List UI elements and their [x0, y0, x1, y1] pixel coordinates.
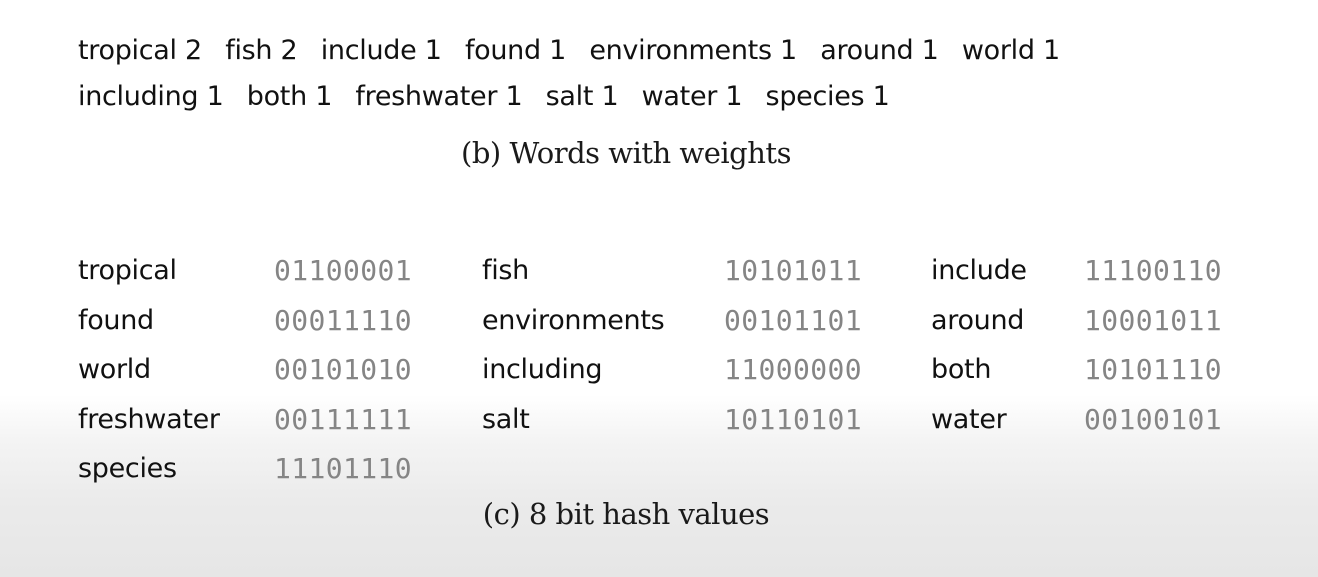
hash-value: 10101011 — [724, 254, 863, 287]
word-weight: 1 — [505, 81, 523, 112]
word-weight: 1 — [780, 35, 797, 66]
hash-value: 10101110 — [1084, 353, 1223, 386]
caption-hash-values: (c) 8 bit hash values — [482, 497, 770, 531]
word-weight: 1 — [315, 81, 333, 112]
weighted-word: species 1 — [766, 81, 890, 112]
word-weight: 1 — [206, 81, 224, 112]
hash-value: 11000000 — [724, 353, 863, 386]
word-text: species — [765, 81, 865, 112]
weighted-word: found 1 — [465, 35, 566, 66]
word-weight: 2 — [280, 35, 298, 66]
word-text: found — [464, 35, 541, 66]
hash-value: 11101110 — [274, 452, 413, 485]
hash-word: tropical — [78, 255, 177, 286]
word-text: include — [320, 35, 417, 66]
word-weight: 1 — [549, 35, 567, 66]
word-weight: 1 — [601, 81, 619, 112]
weighted-word: include 1 — [321, 35, 442, 66]
word-text: fish — [225, 35, 273, 66]
hash-value: 00101010 — [274, 353, 413, 386]
word-weight: 1 — [1042, 35, 1060, 66]
word-text: both — [246, 81, 307, 112]
hash-value: 11100110 — [1084, 254, 1223, 287]
weighted-word: including 1 — [78, 81, 224, 112]
hash-word: species — [78, 453, 177, 484]
word-weight: 1 — [725, 81, 743, 112]
weighted-words-line: tropical 2 fish 2 include 1 found 1 envi… — [78, 28, 1278, 74]
weighted-word: salt 1 — [546, 81, 619, 112]
hash-value: 00111111 — [274, 402, 413, 436]
hash-word: world — [78, 354, 151, 385]
word-text: around — [820, 35, 914, 66]
word-weight: 2 — [185, 35, 202, 66]
weighted-word: tropical 2 — [78, 35, 202, 66]
word-text: freshwater — [355, 81, 498, 112]
weighted-words-line: including 1 both 1 freshwater 1 salt 1 w… — [78, 74, 1278, 120]
hash-word: salt — [482, 403, 530, 435]
weighted-word: fish 2 — [225, 35, 297, 66]
word-text: world — [961, 35, 1035, 66]
word-weight: 1 — [424, 35, 442, 66]
word-weight: 1 — [872, 81, 890, 112]
hash-value: 01100001 — [274, 254, 413, 287]
hash-word: found — [78, 304, 154, 336]
weighted-word: freshwater 1 — [355, 81, 522, 112]
hash-value: 00011110 — [274, 303, 413, 337]
word-text: environments — [589, 35, 772, 66]
hash-word: both — [931, 354, 992, 385]
weighted-word: both 1 — [246, 81, 333, 112]
weighted-word: environments 1 — [589, 35, 797, 66]
hash-word: freshwater — [78, 403, 220, 435]
word-text: salt — [545, 81, 594, 112]
hash-value: 00100101 — [1084, 402, 1223, 436]
word-weight: 1 — [921, 35, 939, 66]
hash-word: water — [931, 403, 1007, 435]
word-text: tropical — [78, 35, 177, 66]
hash-word: around — [931, 304, 1025, 336]
word-text: water — [641, 81, 718, 112]
weighted-word: water 1 — [642, 81, 743, 112]
hash-value: 10110101 — [724, 402, 863, 436]
weighted-words-list: tropical 2 fish 2 include 1 found 1 envi… — [78, 28, 1278, 120]
hash-value: 00101101 — [724, 303, 863, 337]
hash-word: including — [482, 354, 603, 385]
caption-words-with-weights: (b) Words with weights — [461, 136, 791, 170]
weighted-word: world 1 — [962, 35, 1060, 66]
hash-value: 10001011 — [1084, 303, 1223, 337]
hash-word: fish — [482, 255, 529, 286]
hash-word: include — [931, 255, 1027, 286]
weighted-word: around 1 — [820, 35, 939, 66]
hash-word: environments — [482, 304, 665, 336]
word-text: including — [78, 81, 199, 112]
